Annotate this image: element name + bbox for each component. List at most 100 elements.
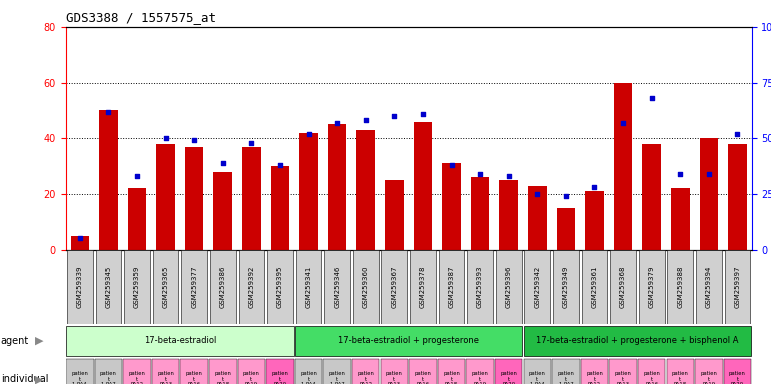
Bar	[382, 250, 407, 324]
Bar	[642, 144, 661, 250]
Point	[417, 111, 429, 117]
Bar	[299, 133, 318, 250]
Point	[103, 108, 115, 114]
Point	[560, 193, 572, 199]
Point	[617, 119, 629, 126]
Point	[531, 191, 544, 197]
Text: patien
t
PA12: patien t PA12	[129, 371, 146, 384]
Bar	[185, 147, 204, 250]
Bar	[323, 359, 351, 384]
Bar	[124, 250, 150, 324]
Text: GSM259368: GSM259368	[620, 266, 626, 308]
Bar	[325, 250, 350, 324]
Point	[274, 162, 286, 168]
Text: patien
t
PA19: patien t PA19	[243, 371, 260, 384]
Text: ▶: ▶	[35, 374, 43, 384]
Text: GSM259361: GSM259361	[591, 266, 598, 308]
Text: 17-beta-estradiol + progesterone + bisphenol A: 17-beta-estradiol + progesterone + bisph…	[536, 336, 739, 345]
Bar	[610, 250, 636, 324]
Bar	[123, 359, 151, 384]
Bar	[439, 250, 464, 324]
Text: patien
t
1 PA7: patien t 1 PA7	[328, 371, 345, 384]
Point	[702, 171, 715, 177]
Text: patien
t
PA13: patien t PA13	[386, 371, 402, 384]
Bar	[639, 250, 665, 324]
Text: GSM259387: GSM259387	[449, 266, 455, 308]
Bar	[585, 191, 604, 250]
Text: GSM259365: GSM259365	[163, 266, 169, 308]
Text: patien
t
PA19: patien t PA19	[472, 371, 489, 384]
Bar	[153, 250, 178, 324]
Bar	[180, 359, 208, 384]
Bar	[467, 250, 493, 324]
Text: GSM259341: GSM259341	[305, 266, 311, 308]
Text: GSM259395: GSM259395	[277, 266, 283, 308]
Point	[245, 140, 258, 146]
Text: GSM259359: GSM259359	[134, 266, 140, 308]
Text: patien
t
PA18: patien t PA18	[443, 371, 460, 384]
Bar	[438, 359, 465, 384]
Text: GSM259386: GSM259386	[220, 266, 226, 308]
Bar	[466, 359, 494, 384]
Bar	[352, 359, 379, 384]
Point	[359, 118, 372, 124]
Bar	[696, 250, 722, 324]
Bar	[242, 147, 261, 250]
Bar	[99, 111, 118, 250]
Text: patien
t
1 PA7: patien t 1 PA7	[100, 371, 117, 384]
Text: ▶: ▶	[35, 336, 43, 346]
Bar	[725, 250, 750, 324]
Bar	[524, 250, 550, 324]
Bar	[295, 326, 523, 356]
Text: GSM259360: GSM259360	[362, 266, 369, 308]
Point	[446, 162, 458, 168]
Text: GSM259339: GSM259339	[77, 266, 82, 308]
Bar	[724, 359, 751, 384]
Text: patien
t
PA18: patien t PA18	[672, 371, 689, 384]
Bar	[557, 208, 575, 250]
Point	[588, 184, 601, 190]
Bar	[495, 359, 523, 384]
Text: patien
t
PA12: patien t PA12	[357, 371, 374, 384]
Bar	[157, 144, 175, 250]
Point	[160, 135, 172, 141]
Text: GSM259349: GSM259349	[563, 266, 569, 308]
Bar	[638, 359, 665, 384]
Bar	[581, 359, 608, 384]
Bar	[524, 359, 551, 384]
Text: patien
t
PA13: patien t PA13	[614, 371, 631, 384]
Text: patien
t
PA20: patien t PA20	[271, 371, 288, 384]
Text: patien
t
PA16: patien t PA16	[186, 371, 203, 384]
Text: GSM259397: GSM259397	[735, 266, 740, 308]
Bar	[296, 250, 322, 324]
Bar	[356, 130, 375, 250]
Bar	[443, 163, 461, 250]
Bar	[66, 326, 294, 356]
Text: 17-beta-estradiol + progesterone: 17-beta-estradiol + progesterone	[338, 336, 479, 345]
Text: GSM259342: GSM259342	[534, 266, 540, 308]
Text: patien
t
1 PA7: patien t 1 PA7	[557, 371, 574, 384]
Text: GDS3388 / 1557575_at: GDS3388 / 1557575_at	[66, 12, 216, 25]
Text: patien
t
PA20: patien t PA20	[500, 371, 517, 384]
Text: patien
t
PA13: patien t PA13	[157, 371, 174, 384]
Bar	[609, 359, 637, 384]
Bar	[500, 180, 518, 250]
Bar	[410, 250, 436, 324]
Text: patien
t
1 PA4: patien t 1 PA4	[529, 371, 546, 384]
Bar	[152, 359, 180, 384]
Text: GSM259396: GSM259396	[506, 266, 512, 308]
Point	[645, 95, 658, 101]
Bar	[385, 180, 404, 250]
Bar	[181, 250, 207, 324]
Text: GSM259378: GSM259378	[420, 266, 426, 308]
Text: patien
t
PA20: patien t PA20	[729, 371, 746, 384]
Bar	[214, 172, 232, 250]
Bar	[128, 189, 146, 250]
Point	[302, 131, 315, 137]
Point	[388, 113, 400, 119]
Bar	[237, 359, 265, 384]
Text: GSM259345: GSM259345	[106, 266, 112, 308]
Bar	[413, 121, 433, 250]
Bar	[66, 359, 93, 384]
Text: GSM259388: GSM259388	[677, 266, 683, 308]
